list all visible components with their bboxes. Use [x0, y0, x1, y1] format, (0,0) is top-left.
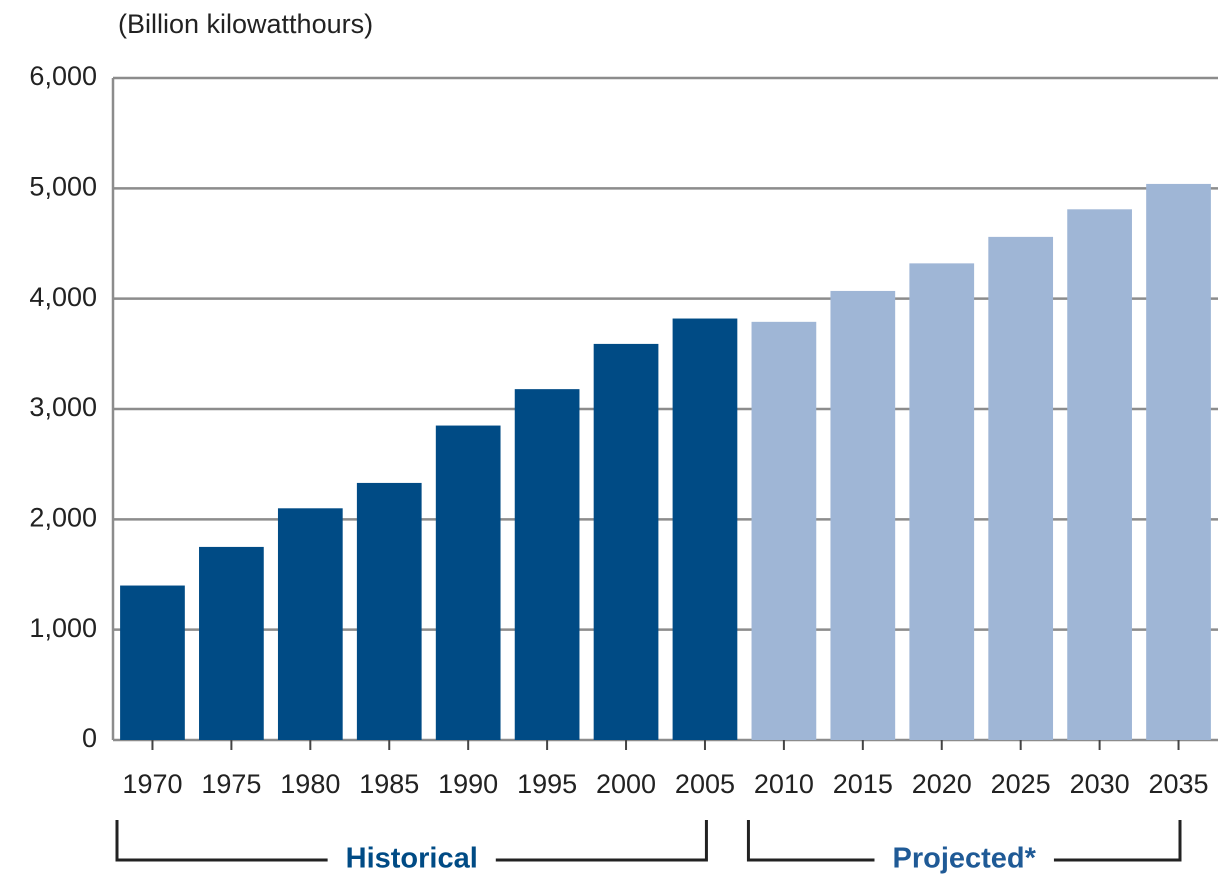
bar [988, 236, 1054, 740]
x-tick-label: 2030 [1070, 769, 1130, 799]
y-tick-label: 3,000 [29, 392, 97, 422]
bar [909, 263, 975, 740]
x-tick-label: 1970 [122, 769, 182, 799]
y-tick-label: 5,000 [29, 171, 97, 201]
y-tick-label: 0 [82, 723, 97, 753]
y-tick-label: 1,000 [29, 613, 97, 643]
bar [1146, 183, 1211, 741]
bar [120, 585, 185, 740]
x-tick-label: 2010 [754, 769, 814, 799]
legend-bracket [746, 820, 1182, 862]
x-tick-label: 1980 [280, 769, 340, 799]
bar [199, 546, 264, 740]
bar [593, 343, 659, 740]
x-tick-label: 2035 [1148, 769, 1208, 799]
bar [672, 318, 738, 740]
y-tick-label: 2,000 [29, 502, 97, 532]
bar [751, 321, 817, 740]
legend-label: Projected* [892, 843, 1036, 875]
y-tick-label: 6,000 [29, 61, 97, 91]
bar [277, 508, 343, 740]
x-tick-label: 2005 [675, 769, 735, 799]
bar [356, 482, 422, 740]
bar [514, 389, 580, 740]
bar [1067, 209, 1132, 741]
y-tick-label: 4,000 [29, 282, 97, 312]
y-axis-label: (Billion kilowatthours) [118, 9, 373, 39]
x-tick-label: 2015 [833, 769, 893, 799]
x-tick-label: 2000 [596, 769, 656, 799]
bar [435, 425, 501, 740]
legend-label: Historical [346, 843, 478, 875]
x-tick-label: 1975 [201, 769, 261, 799]
x-tick-label: 2020 [912, 769, 972, 799]
legend-bracket [115, 820, 708, 862]
x-tick-label: 1995 [517, 769, 577, 799]
x-tick-label: 2025 [991, 769, 1051, 799]
x-tick-label: 1990 [438, 769, 498, 799]
bar [830, 290, 896, 740]
x-tick-label: 1985 [359, 769, 419, 799]
